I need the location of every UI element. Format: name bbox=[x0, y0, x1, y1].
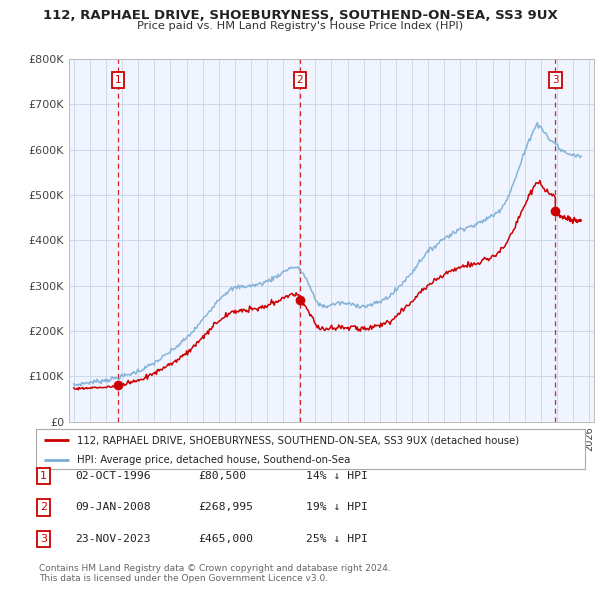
Text: 2: 2 bbox=[296, 76, 303, 86]
Text: 02-OCT-1996: 02-OCT-1996 bbox=[75, 471, 151, 481]
Text: 3: 3 bbox=[40, 534, 47, 543]
Text: 112, RAPHAEL DRIVE, SHOEBURYNESS, SOUTHEND-ON-SEA, SS3 9UX: 112, RAPHAEL DRIVE, SHOEBURYNESS, SOUTHE… bbox=[43, 9, 557, 22]
Text: 19% ↓ HPI: 19% ↓ HPI bbox=[306, 503, 368, 512]
Text: £465,000: £465,000 bbox=[198, 534, 253, 543]
Text: £80,500: £80,500 bbox=[198, 471, 246, 481]
Text: HPI: Average price, detached house, Southend-on-Sea: HPI: Average price, detached house, Sout… bbox=[77, 455, 350, 466]
Text: £268,995: £268,995 bbox=[198, 503, 253, 512]
Text: 112, RAPHAEL DRIVE, SHOEBURYNESS, SOUTHEND-ON-SEA, SS3 9UX (detached house): 112, RAPHAEL DRIVE, SHOEBURYNESS, SOUTHE… bbox=[77, 435, 520, 445]
Text: 14% ↓ HPI: 14% ↓ HPI bbox=[306, 471, 368, 481]
Text: 2: 2 bbox=[40, 503, 47, 512]
Text: 09-JAN-2008: 09-JAN-2008 bbox=[75, 503, 151, 512]
Text: Price paid vs. HM Land Registry's House Price Index (HPI): Price paid vs. HM Land Registry's House … bbox=[137, 21, 463, 31]
Text: 3: 3 bbox=[552, 76, 559, 86]
Text: Contains HM Land Registry data © Crown copyright and database right 2024.
This d: Contains HM Land Registry data © Crown c… bbox=[39, 563, 391, 583]
Text: 1: 1 bbox=[40, 471, 47, 481]
Text: 23-NOV-2023: 23-NOV-2023 bbox=[75, 534, 151, 543]
Text: 25% ↓ HPI: 25% ↓ HPI bbox=[306, 534, 368, 543]
Text: 1: 1 bbox=[115, 76, 121, 86]
